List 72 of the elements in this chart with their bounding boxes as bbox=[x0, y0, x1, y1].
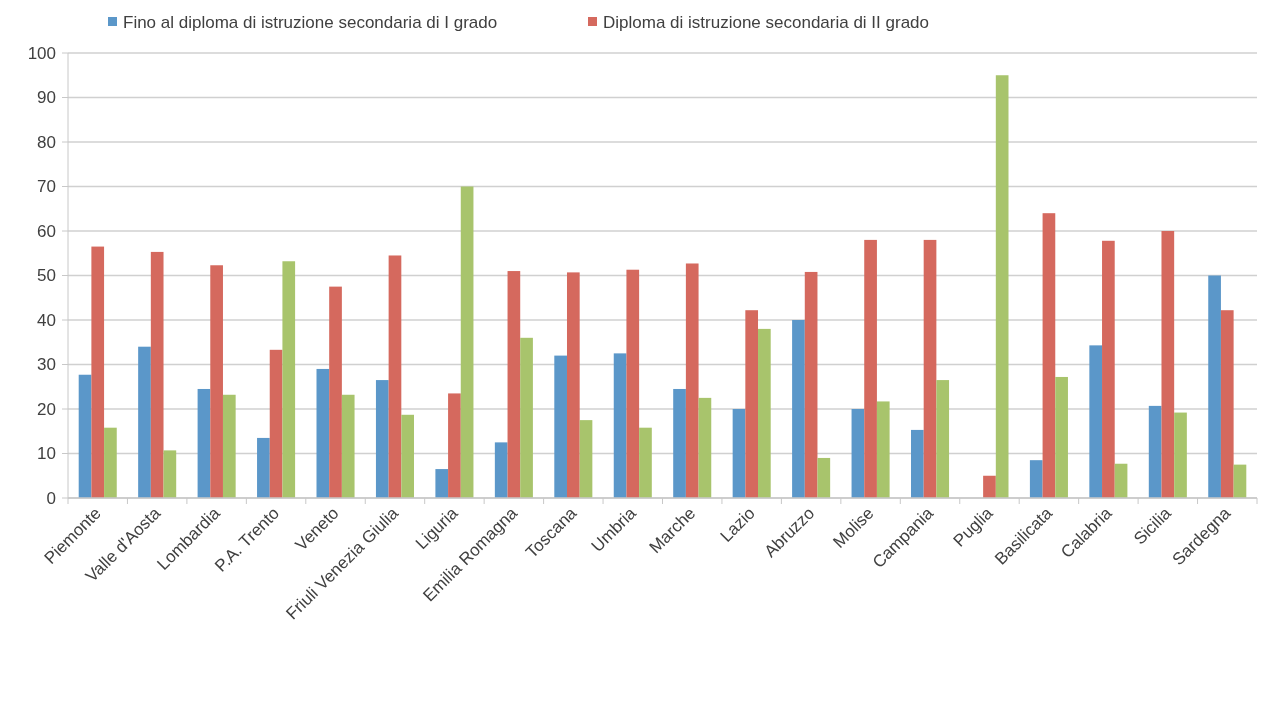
bar bbox=[745, 310, 759, 498]
y-tick-label: 10 bbox=[37, 444, 56, 464]
bar bbox=[507, 271, 521, 498]
bar bbox=[1161, 231, 1175, 498]
bar bbox=[579, 420, 593, 498]
bar bbox=[1042, 213, 1056, 498]
bar bbox=[1220, 310, 1234, 498]
bar bbox=[626, 269, 640, 498]
y-tick-label: 30 bbox=[37, 355, 56, 375]
bar bbox=[460, 186, 474, 498]
bar bbox=[91, 246, 105, 498]
bar bbox=[78, 374, 92, 498]
bar bbox=[864, 239, 877, 498]
bar bbox=[732, 409, 746, 498]
y-tick-label: 100 bbox=[27, 43, 56, 63]
bar bbox=[698, 397, 712, 498]
bar bbox=[1102, 240, 1115, 498]
bar bbox=[566, 272, 580, 498]
bar bbox=[210, 265, 223, 498]
bar bbox=[673, 388, 686, 498]
bar bbox=[448, 393, 461, 498]
y-tick-label: 90 bbox=[37, 88, 56, 108]
bar bbox=[639, 427, 652, 498]
bar bbox=[138, 346, 151, 498]
y-tick-label: 40 bbox=[37, 310, 56, 330]
bar bbox=[269, 349, 283, 498]
bar bbox=[388, 255, 402, 498]
bar bbox=[1233, 464, 1247, 498]
bar bbox=[197, 388, 211, 498]
bar bbox=[851, 409, 865, 498]
bar bbox=[222, 394, 236, 498]
y-tick-label: 0 bbox=[46, 488, 56, 508]
bar bbox=[936, 380, 950, 498]
bar bbox=[758, 328, 771, 498]
bar bbox=[1029, 460, 1043, 498]
bar bbox=[494, 442, 508, 498]
y-tick-label: 20 bbox=[37, 399, 56, 419]
bar bbox=[435, 469, 449, 498]
y-tick-label: 80 bbox=[37, 132, 56, 152]
bar bbox=[1114, 463, 1128, 498]
bar bbox=[282, 261, 296, 498]
bar bbox=[257, 437, 270, 498]
bar bbox=[375, 380, 389, 498]
bar bbox=[804, 271, 818, 498]
bar bbox=[341, 394, 355, 498]
bar bbox=[554, 355, 567, 498]
bar bbox=[329, 286, 342, 498]
bar bbox=[983, 475, 996, 498]
legend-label: Diploma di istruzione secondaria di II grado bbox=[603, 12, 930, 32]
bar bbox=[613, 353, 627, 498]
bar bbox=[1148, 405, 1162, 498]
bar bbox=[520, 337, 533, 498]
y-tick-label: 50 bbox=[37, 266, 56, 286]
bar bbox=[876, 401, 890, 498]
bar bbox=[817, 457, 831, 498]
bar bbox=[1089, 345, 1103, 498]
y-tick-label: 70 bbox=[37, 177, 56, 197]
bar bbox=[401, 414, 414, 498]
bar bbox=[1208, 275, 1221, 498]
bar bbox=[150, 251, 164, 498]
legend-label: Fino al diploma di istruzione secondaria di I grado bbox=[123, 12, 498, 32]
bar bbox=[104, 427, 117, 498]
bar bbox=[163, 450, 177, 498]
bar bbox=[685, 263, 699, 498]
bar bbox=[911, 429, 924, 498]
bar bbox=[1174, 412, 1187, 498]
bar bbox=[995, 75, 1009, 498]
bar bbox=[316, 368, 330, 498]
bar bbox=[923, 239, 937, 498]
bar bbox=[792, 320, 805, 498]
bar bbox=[1055, 376, 1068, 498]
y-tick-label: 60 bbox=[37, 221, 56, 241]
